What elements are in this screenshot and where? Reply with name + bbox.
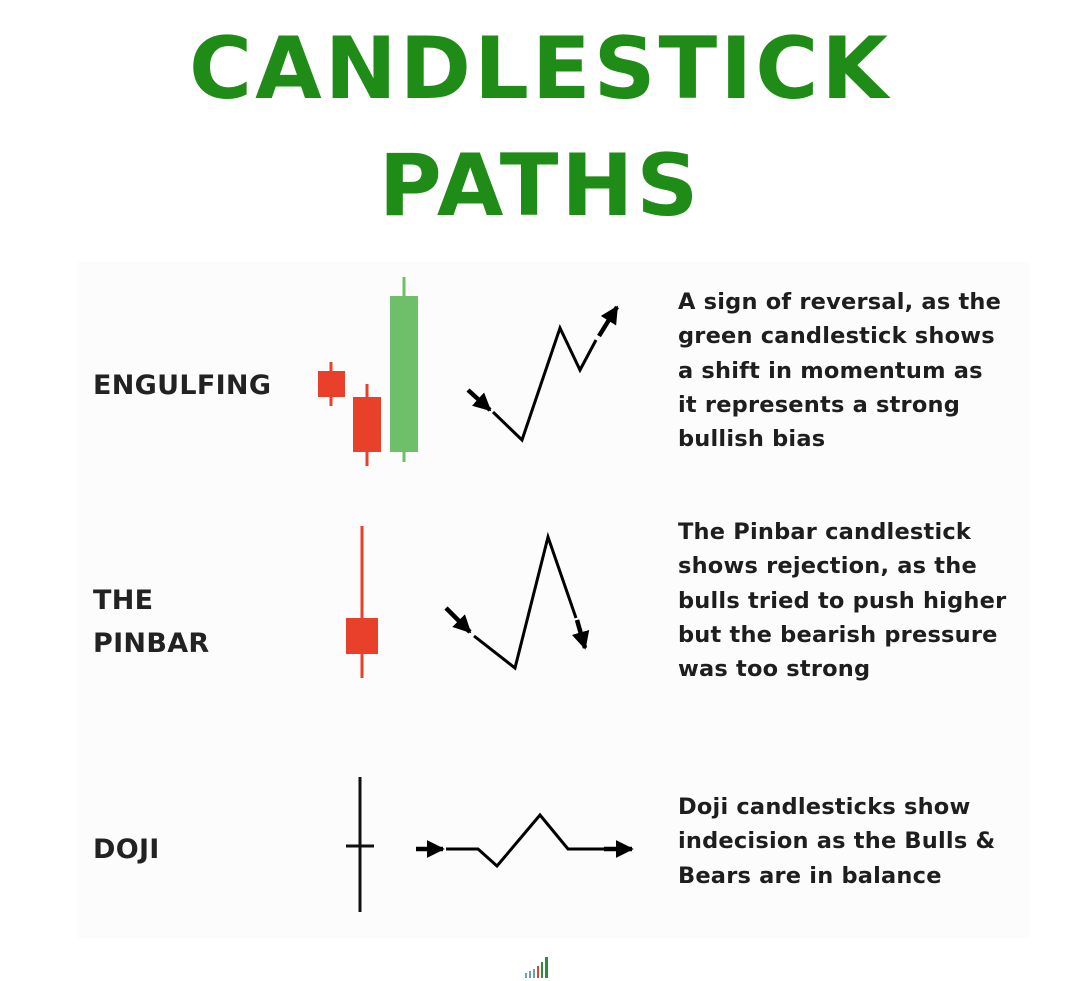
doji-candle	[346, 777, 374, 912]
arrow-out-icon	[597, 305, 619, 338]
content-panel	[78, 262, 1030, 938]
bar-chart-logo-icon	[525, 957, 548, 978]
label-pinbar: THE PINBAR	[93, 579, 210, 665]
arrow-down-icon	[571, 619, 590, 650]
description-line: was too strong	[678, 656, 871, 683]
doji-price-path	[416, 812, 634, 869]
description-line: A sign of reversal, as the	[678, 289, 1002, 315]
description-doji: Doji candlesticks show indecision as the…	[678, 790, 995, 893]
label-engulfing-line-1: ENGULFING	[93, 370, 272, 401]
arrow-in-icon	[466, 388, 492, 412]
description-line: it represents a strong	[678, 391, 961, 418]
label-pinbar-line-1: THE	[93, 585, 154, 616]
bearish-candle-medium	[353, 384, 381, 466]
title-line-1: CANDLESTICK	[189, 19, 891, 119]
description-line: a shift in momentum as	[678, 357, 983, 384]
description-line: green candlestick shows	[678, 323, 995, 350]
label-pinbar-line-2: PINBAR	[93, 628, 210, 659]
description-line: bulls tried to push higher	[678, 587, 1007, 614]
description-line: but the bearish pressure	[678, 621, 998, 648]
engulfing-price-path	[466, 305, 619, 443]
description-line: Doji candlesticks show	[678, 794, 971, 820]
description-line: shows rejection, as the	[678, 553, 977, 580]
label-engulfing: ENGULFING	[93, 364, 271, 407]
bearish-candle-small	[318, 362, 345, 406]
description-pinbar: The Pinbar candlestick shows rejection, …	[678, 515, 1006, 686]
title-line-2: PATHS	[378, 136, 702, 236]
engulfing-candles	[318, 277, 418, 466]
pinbar-price-path	[444, 531, 590, 671]
description-engulfing: A sign of reversal, as the green candles…	[678, 285, 1001, 456]
bullish-candle-large	[390, 277, 418, 462]
description-line: The Pinbar candlestick	[678, 519, 972, 545]
description-line: indecision as the Bulls &	[678, 828, 996, 855]
arrow-in-icon	[444, 606, 472, 634]
description-line: Bears are in balance	[678, 862, 942, 889]
pinbar-candle	[346, 526, 378, 678]
label-doji: DOJI	[93, 828, 160, 871]
label-doji-line-1: DOJI	[93, 834, 160, 865]
description-line: bullish bias	[678, 426, 826, 453]
